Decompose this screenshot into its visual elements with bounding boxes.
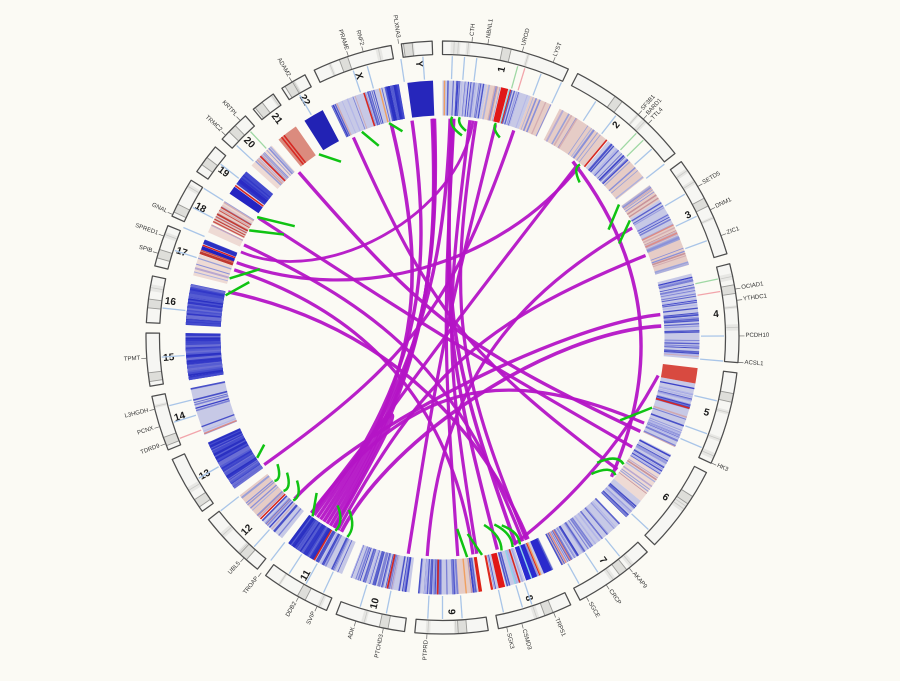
svg-text:15: 15 bbox=[163, 352, 175, 364]
svg-text:16: 16 bbox=[164, 296, 177, 308]
svg-text:TPMT: TPMT bbox=[124, 356, 141, 363]
svg-text:9: 9 bbox=[445, 609, 456, 615]
svg-text:PTPRD: PTPRD bbox=[423, 639, 430, 660]
svg-text:CTH: CTH bbox=[470, 23, 477, 36]
svg-text:PCDH10: PCDH10 bbox=[745, 333, 769, 339]
